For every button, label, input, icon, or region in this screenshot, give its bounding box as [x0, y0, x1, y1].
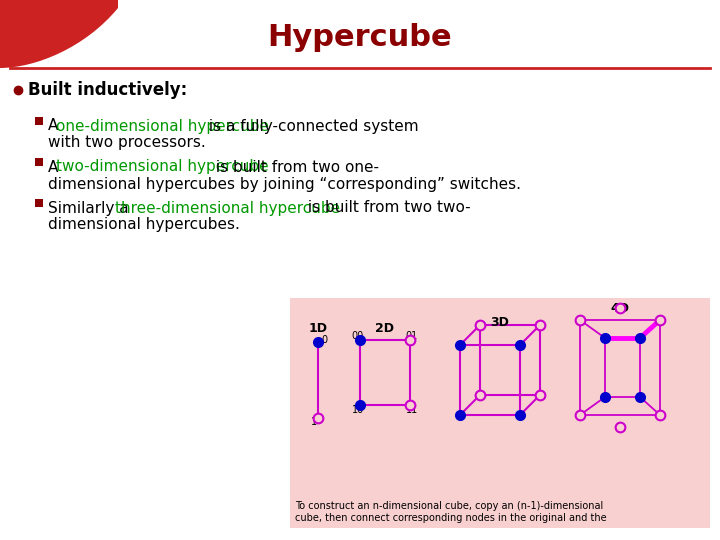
- Text: A: A: [48, 159, 63, 174]
- Text: 0: 0: [321, 335, 327, 345]
- Bar: [35, 158, 43, 166]
- Text: Built inductively:: Built inductively:: [28, 81, 187, 99]
- Text: A: A: [48, 118, 63, 133]
- PathPatch shape: [0, 0, 118, 68]
- Text: 01: 01: [406, 331, 418, 341]
- Text: with two processors.: with two processors.: [48, 136, 206, 151]
- Text: 11: 11: [406, 405, 418, 415]
- Text: 2D: 2D: [376, 321, 395, 334]
- Text: 1D: 1D: [308, 321, 328, 334]
- Text: 00: 00: [352, 331, 364, 341]
- Text: 1: 1: [311, 417, 317, 427]
- Text: To construct an n-dimensional cube, copy an (n-1)-dimensional: To construct an n-dimensional cube, copy…: [295, 501, 603, 511]
- Text: three-dimensional hypercube: three-dimensional hypercube: [115, 200, 340, 215]
- Text: is built from two two-: is built from two two-: [303, 200, 471, 215]
- Text: dimensional hypercubes by joining “corresponding” switches.: dimensional hypercubes by joining “corre…: [48, 177, 521, 192]
- Text: is built from two one-: is built from two one-: [211, 159, 379, 174]
- Text: 10: 10: [352, 405, 364, 415]
- Bar: [35, 117, 43, 125]
- Text: Hypercube: Hypercube: [268, 24, 452, 52]
- Text: dimensional hypercubes.: dimensional hypercubes.: [48, 218, 240, 233]
- Text: Similarly a: Similarly a: [48, 200, 133, 215]
- Text: is a fully-connected system: is a fully-connected system: [204, 118, 418, 133]
- Bar: [290, 298, 710, 528]
- Text: cube, then connect corresponding nodes in the original and the: cube, then connect corresponding nodes i…: [295, 513, 607, 523]
- Text: 3D: 3D: [490, 315, 510, 328]
- Text: two-dimensional hypercube: two-dimensional hypercube: [56, 159, 269, 174]
- Bar: [35, 199, 43, 207]
- Text: 4D: 4D: [611, 301, 629, 314]
- Text: one-dimensional hypercube: one-dimensional hypercube: [56, 118, 269, 133]
